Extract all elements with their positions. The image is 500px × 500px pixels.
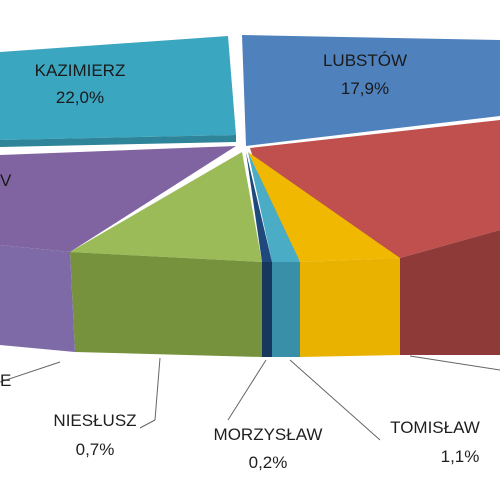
label-morzyslaw: MORZYSŁAW: [214, 425, 323, 444]
slice-nieslusz: [248, 152, 300, 262]
leader-line-tomislaw: [289, 359, 381, 441]
slice-red-side: [400, 230, 500, 355]
slice-purple-side: [0, 245, 75, 352]
value-nieslusz: 0,7%: [76, 440, 115, 459]
slice-morzyslaw-side: [262, 262, 272, 357]
value-tomislaw: 1,1%: [441, 447, 480, 466]
leader-line-left: [0, 361, 61, 383]
label-nieslusz: NIESŁUSZ: [53, 411, 136, 430]
leader-line-nieslusz-tail: [139, 419, 156, 429]
slice-purple: [0, 146, 236, 252]
slice-morzyslaw: [246, 152, 272, 262]
value-lubstow: 17,9%: [341, 79, 389, 98]
leader-line-right: [409, 355, 500, 371]
slice-lubstow: [242, 35, 500, 146]
slice-green-side: [70, 252, 262, 357]
slice-tomislaw: [248, 152, 400, 262]
label-left-partial: E: [0, 371, 11, 390]
label-tomislaw: TOMISŁAW: [390, 418, 480, 437]
value-morzyslaw: 0,2%: [249, 453, 288, 472]
label-kazimierz: KAZIMIERZ: [35, 61, 126, 80]
label-lubstow: LUBSTÓW: [323, 51, 407, 70]
slice-tomislaw-side: [300, 258, 400, 357]
slice-kazimierz: [0, 36, 236, 140]
leader-line-morzyslaw: [227, 359, 267, 421]
leader-line-nieslusz: [154, 357, 161, 421]
slice-kazimierz-side: [0, 135, 236, 147]
label-left-mid-partial: V: [0, 171, 12, 190]
value-kazimierz: 22,0%: [56, 88, 104, 107]
slice-green: [70, 152, 262, 262]
slice-nieslusz-side: [272, 262, 300, 357]
